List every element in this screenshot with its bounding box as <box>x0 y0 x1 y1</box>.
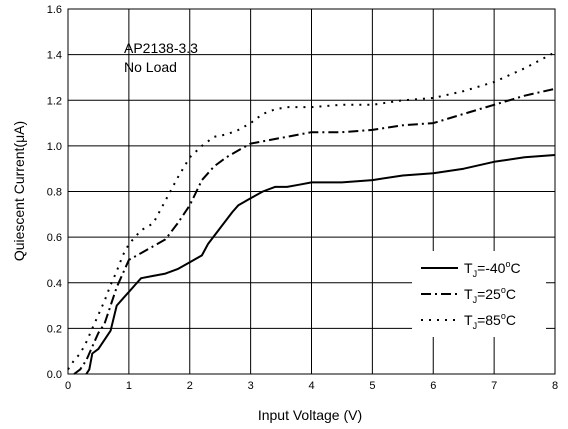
legend-box <box>412 251 546 337</box>
y-tick-label: 0.8 <box>47 187 62 199</box>
y-tick-label: 1.2 <box>47 95 62 107</box>
x-tick-label: 8 <box>552 380 558 392</box>
series-lines <box>67 51 556 375</box>
y-axis-ticks: 0.0 0.2 0.4 0.6 0.8 1.0 1.2 1.4 1.6 <box>47 4 62 381</box>
series-line-3 <box>67 51 556 370</box>
annotation-condition: No Load <box>124 59 177 75</box>
legend-label: TJ=25oC <box>464 285 516 305</box>
y-axis-title: Quiescent Current(μA) <box>11 121 27 261</box>
legend-label: TJ=85oC <box>464 311 516 331</box>
y-tick-label: 0.4 <box>47 278 62 290</box>
y-tick-label: 1.4 <box>47 50 62 62</box>
x-tick-label: 1 <box>126 380 132 392</box>
x-tick-label: 4 <box>308 380 314 392</box>
series-line-2 <box>73 87 556 375</box>
x-tick-label: 3 <box>248 380 254 392</box>
x-tick-label: 0 <box>65 380 71 392</box>
x-tick-label: 6 <box>430 380 436 392</box>
plot-frame <box>67 8 556 375</box>
x-axis-title: Input Voltage (V) <box>258 407 362 423</box>
x-tick-label: 5 <box>369 380 375 392</box>
y-tick-label: 0.2 <box>47 323 62 335</box>
y-tick-label: 1.0 <box>47 141 62 153</box>
legend: TJ=-40oC TJ=25oC TJ=85oC <box>412 251 546 337</box>
x-axis-ticks: 0 1 2 3 4 5 6 7 8 <box>65 380 558 392</box>
y-tick-label: 0.6 <box>47 232 62 244</box>
x-tick-label: 7 <box>491 380 497 392</box>
legend-label: TJ=-40oC <box>464 259 521 279</box>
series-line-1 <box>85 154 556 375</box>
x-tick-label: 2 <box>187 380 193 392</box>
y-tick-label: 1.6 <box>47 4 62 16</box>
annotation-model: AP2138-3.3 <box>124 40 198 56</box>
grid <box>68 9 555 374</box>
y-tick-label: 0.0 <box>47 369 62 381</box>
